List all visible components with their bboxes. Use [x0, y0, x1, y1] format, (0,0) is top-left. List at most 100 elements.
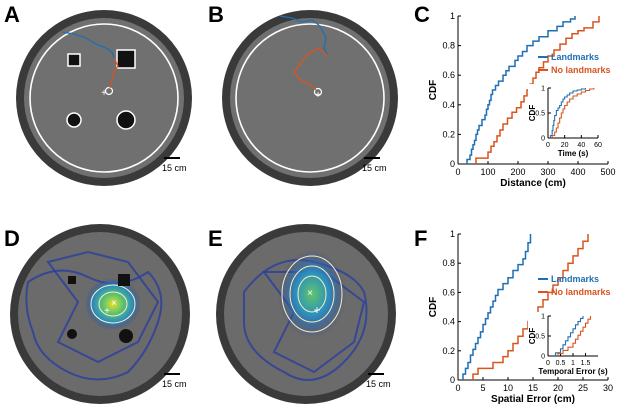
y-axis-label: CDF [528, 105, 537, 122]
cdf-line-series-0 [554, 316, 584, 356]
trajectory-landmarks [279, 15, 329, 57]
goal-cross: × [307, 288, 313, 299]
landmark-circle-small [66, 112, 82, 128]
goal-cross: + [315, 90, 321, 101]
panel-label-d: D [4, 226, 20, 251]
y-axis-label: CDF [428, 80, 439, 101]
goal-marker [104, 86, 114, 96]
mean-cross: + [313, 303, 320, 317]
landmark-square-small [67, 53, 81, 67]
arena-d-heatmap: × + [10, 224, 190, 404]
chart-c-inset: 0 20 40 60 0 0.5 1 Time (s) CDF [528, 84, 602, 158]
y-tick-label: 0.6 [442, 70, 455, 80]
x-axis-label: Temporal Error (s) [538, 367, 608, 376]
y-tick-label: 1 [450, 11, 455, 21]
scale-bar-e: 15 cm [366, 373, 391, 389]
scale-bar-a: 15 cm [162, 157, 187, 173]
x-tick-label: 15 [528, 383, 538, 393]
mean-cross: + [104, 306, 110, 317]
y-tick-label: 0 [541, 353, 545, 360]
y-tick-label: 0.8 [442, 41, 455, 51]
y-tick-label: 0.2 [442, 346, 455, 356]
y-axis-label: CDF [428, 297, 439, 318]
panel-label-e: E [208, 226, 223, 251]
y-tick-label: 0 [450, 159, 455, 169]
y-tick-label: 1 [541, 85, 545, 92]
x-tick-label: 1 [571, 360, 575, 367]
panel-label-a: A [4, 2, 20, 27]
legend-label: No landmarks [551, 287, 611, 297]
y-tick-label: 1 [450, 229, 455, 239]
landmark-square-small [68, 276, 76, 284]
landmark-square-large [118, 274, 130, 286]
x-tick-label: 25 [578, 383, 588, 393]
heatmap-hotspot [278, 250, 346, 338]
trajectory-no-landmarks [109, 57, 119, 89]
goal-cross: + [101, 88, 107, 99]
cdf-line-series-0 [549, 88, 587, 138]
y-tick-label: 0.2 [442, 129, 455, 139]
landmark-circle-large [116, 110, 136, 130]
scale-bar-d: 15 cm [162, 373, 187, 389]
y-tick-label: 1 [541, 313, 545, 320]
x-tick-label: 30 [603, 383, 613, 393]
y-tick-label: 0.4 [442, 317, 455, 327]
y-tick-label: 0.5 [535, 333, 545, 340]
legend-label: Landmarks [551, 52, 599, 62]
x-axis-label: Spatial Error (cm) [491, 394, 575, 404]
x-tick-label: 0 [455, 167, 460, 177]
x-tick-label: 1.5 [581, 360, 591, 367]
inset-background [528, 84, 602, 156]
x-tick-label: 0 [455, 383, 460, 393]
y-tick-label: 0.5 [535, 110, 545, 117]
scale-bar-label: 15 cm [162, 379, 187, 389]
legend-label: Landmarks [551, 274, 599, 284]
y-tick-label: 0 [541, 135, 545, 142]
cdf-line-series-1 [557, 316, 592, 356]
arena-a: + [16, 10, 192, 186]
x-tick-label: 200 [510, 167, 525, 177]
heatmap-hotspot [85, 278, 141, 330]
trajectory-landmarks [61, 31, 115, 59]
y-tick-label: 0.4 [442, 100, 455, 110]
landmark-square-large [116, 49, 136, 69]
x-tick-label: 60 [594, 142, 602, 149]
scale-bar-label: 15 cm [162, 163, 187, 173]
cdf-line-landmarks [462, 234, 532, 380]
x-tick-label: 400 [570, 167, 585, 177]
legend-label: No landmarks [551, 65, 611, 75]
y-tick-label: 0.8 [442, 258, 455, 268]
panel-label-c: C [414, 2, 430, 27]
cdf-line-series-1 [551, 88, 595, 138]
scale-bar-label: 15 cm [366, 379, 391, 389]
goal-marker [313, 87, 323, 97]
x-tick-label: 300 [540, 167, 555, 177]
x-tick-label: 500 [600, 167, 615, 177]
y-tick-label: 0.6 [442, 287, 455, 297]
scale-bar-label: 15 cm [362, 163, 387, 173]
x-tick-label: 20 [553, 383, 563, 393]
x-tick-label: 0.5 [556, 360, 566, 367]
cdf-line-landmarks [466, 16, 576, 164]
x-tick-label: 0 [546, 360, 550, 367]
landmark-circle-small [67, 329, 77, 339]
cdf-line-no-landmarks [472, 234, 589, 380]
x-axis-label: Distance (cm) [500, 178, 566, 189]
x-tick-label: 100 [480, 167, 495, 177]
goal-cross: × [111, 298, 117, 309]
x-tick-label: 5 [480, 383, 485, 393]
x-axis-label: Time (s) [558, 149, 589, 158]
arena-b: + [222, 10, 398, 186]
y-axis-label: CDF [528, 328, 537, 345]
trajectory-no-landmarks [293, 47, 329, 91]
y-tick-label: 0 [450, 375, 455, 385]
arena-e-heatmap: × + [216, 224, 396, 404]
panel-label-f: F [414, 226, 428, 251]
x-tick-label: 40 [577, 142, 585, 149]
x-tick-label: 0 [546, 142, 550, 149]
x-tick-label: 20 [561, 142, 569, 149]
x-tick-label: 10 [503, 383, 513, 393]
